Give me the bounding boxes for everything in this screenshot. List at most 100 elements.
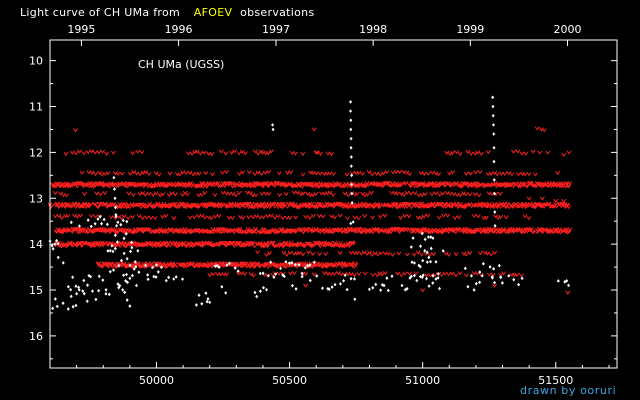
- observation-point: [100, 221, 104, 226]
- fainter-than-point: [477, 169, 483, 175]
- fainter-than-point: [284, 252, 290, 257]
- fainter-than-point: [196, 214, 202, 219]
- fainter-than-point: [168, 228, 174, 233]
- fainter-than-point: [497, 230, 503, 235]
- observation-point: [258, 271, 262, 276]
- observation-point: [156, 270, 160, 274]
- observation-point: [312, 260, 316, 265]
- fainter-than-point: [388, 230, 394, 235]
- observation-point: [481, 261, 485, 266]
- fainter-than-point: [277, 192, 283, 198]
- fainter-than-point: [228, 241, 234, 246]
- fainter-than-point: [177, 172, 183, 177]
- observation-point: [66, 307, 70, 311]
- fainter-than-point: [238, 264, 244, 269]
- fainter-than-point: [364, 251, 370, 256]
- fainter-than-point: [96, 240, 102, 246]
- fainter-than-point: [252, 244, 258, 249]
- fainter-than-point: [88, 214, 94, 219]
- observation-point: [124, 232, 128, 236]
- fainter-than-point: [540, 196, 545, 201]
- observation-point: [427, 284, 431, 288]
- fainter-than-point: [530, 230, 536, 235]
- fainter-than-point: [331, 171, 336, 177]
- fainter-than-point: [307, 201, 313, 206]
- fainter-than-point: [313, 171, 319, 176]
- fainter-than-point: [236, 201, 242, 206]
- x-tick-label: 50500: [272, 374, 307, 387]
- observation-point: [119, 222, 123, 227]
- observation-point: [349, 155, 353, 159]
- fainter-than-point: [232, 149, 238, 154]
- fainter-than-point: [511, 181, 517, 186]
- observation-point: [255, 294, 259, 299]
- observation-point: [567, 283, 571, 288]
- fainter-than-point: [73, 227, 79, 232]
- observation-point: [130, 240, 134, 245]
- observation-point: [492, 267, 496, 271]
- fainter-than-point: [223, 204, 229, 209]
- fainter-than-point: [88, 202, 94, 207]
- observation-point: [69, 220, 73, 225]
- fainter-than-point: [130, 151, 136, 156]
- fainter-than-point: [266, 169, 272, 175]
- fainter-than-point: [514, 272, 520, 277]
- fainter-than-point: [212, 242, 218, 247]
- observation-point: [112, 268, 116, 272]
- fainter-than-point: [247, 190, 253, 196]
- fainter-than-point: [375, 252, 381, 257]
- fainter-than-point: [137, 227, 143, 232]
- fainter-than-point: [483, 215, 489, 220]
- fainter-than-point: [356, 216, 362, 221]
- fainter-than-point: [285, 170, 290, 175]
- fainter-than-point: [248, 272, 254, 277]
- fainter-than-point: [310, 213, 316, 218]
- fainter-than-point: [52, 190, 58, 196]
- fainter-than-point: [195, 241, 200, 247]
- fainter-than-point: [81, 151, 87, 156]
- fainter-than-point: [342, 229, 348, 234]
- fainter-than-point: [443, 251, 449, 256]
- observation-point: [441, 249, 445, 253]
- plot-frame: [49, 39, 618, 369]
- fainter-than-point: [196, 193, 202, 198]
- observation-point: [200, 302, 204, 306]
- fainter-than-point: [297, 183, 303, 188]
- fainter-than-point: [257, 182, 263, 187]
- observation-point: [89, 224, 93, 229]
- fainter-than-point: [491, 229, 497, 234]
- fainter-than-point: [91, 202, 97, 207]
- fainter-than-point: [210, 243, 216, 248]
- fainter-than-point: [360, 171, 366, 176]
- top-tick-label: 1996: [165, 23, 193, 36]
- fainter-than-point: [237, 171, 242, 177]
- fainter-than-point: [365, 192, 371, 197]
- fainter-than-point: [296, 251, 302, 256]
- fainter-than-point: [216, 213, 222, 218]
- observation-point: [194, 303, 198, 307]
- fainter-than-point: [241, 182, 247, 188]
- fainter-than-point: [283, 192, 289, 197]
- observation-point: [71, 275, 75, 280]
- fainter-than-point: [437, 192, 443, 197]
- fainter-than-point: [135, 149, 141, 154]
- fainter-than-point: [183, 243, 189, 248]
- fainter-than-point: [345, 193, 351, 198]
- fainter-than-point: [152, 216, 158, 221]
- observation-point: [491, 104, 495, 109]
- fainter-than-point: [260, 184, 266, 189]
- fainter-than-point: [233, 193, 239, 198]
- observation-point: [261, 285, 265, 290]
- observation-point: [345, 287, 349, 292]
- fainter-than-point: [425, 213, 431, 218]
- fainter-than-point: [489, 203, 495, 209]
- observation-point: [104, 292, 108, 296]
- fainter-than-point: [464, 273, 469, 278]
- fainter-than-point: [483, 204, 489, 209]
- fainter-than-point: [73, 151, 79, 156]
- fainter-than-point: [85, 241, 91, 247]
- observation-point: [125, 280, 129, 285]
- fainter-than-point: [171, 216, 177, 221]
- fainter-than-point: [246, 215, 252, 220]
- fainter-than-point: [457, 151, 463, 157]
